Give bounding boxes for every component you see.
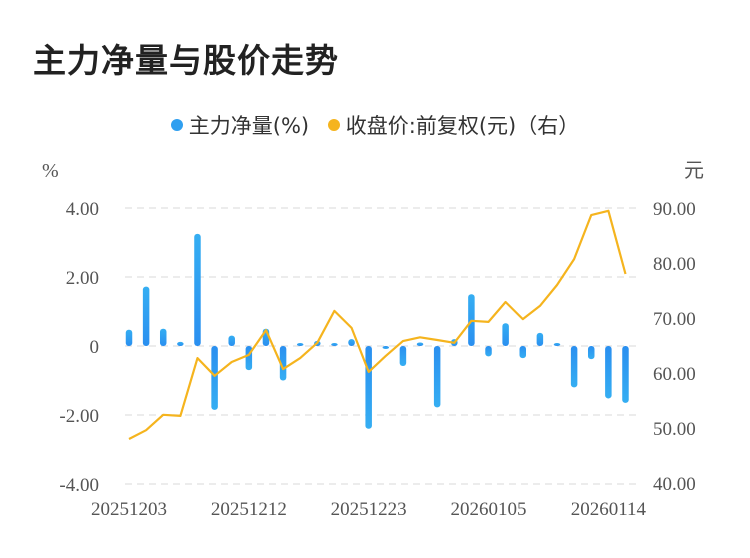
bar[interactable]	[433, 346, 441, 408]
x-tick-label: 20251223	[331, 499, 407, 520]
right-tick-label: 80.00	[653, 254, 696, 275]
bar[interactable]	[194, 233, 201, 346]
bar[interactable]	[228, 335, 235, 346]
bar[interactable]	[416, 342, 424, 346]
left-tick-label: 2.00	[66, 268, 99, 289]
net-volume-bars	[125, 233, 629, 429]
bar[interactable]	[331, 343, 338, 346]
bar[interactable]	[382, 346, 390, 349]
x-tick-label: 20251203	[91, 499, 167, 520]
right-tick-label: 90.00	[653, 199, 696, 220]
x-axis: 20251203 20251212 20251223 20260105 20260114	[91, 499, 647, 520]
right-tick-label: 60.00	[653, 364, 696, 385]
bar[interactable]	[536, 332, 544, 346]
bar[interactable]	[159, 328, 167, 346]
right-tick-label: 40.00	[653, 474, 696, 495]
left-tick-label: -4.00	[59, 475, 99, 496]
bar[interactable]	[485, 346, 492, 357]
bar[interactable]	[125, 329, 133, 346]
bar[interactable]	[553, 343, 561, 346]
bar[interactable]	[211, 346, 218, 410]
left-y-axis: % 4.00 2.00 0 -2.00 -4.00	[42, 160, 99, 496]
left-axis-unit: %	[42, 160, 59, 182]
right-tick-label: 70.00	[653, 309, 696, 330]
bar[interactable]	[399, 346, 407, 367]
legend-dot-blue-icon	[170, 119, 183, 131]
bar[interactable]	[570, 346, 578, 388]
legend-item-close-price[interactable]: 收盘价:前复权(元)（右）	[327, 110, 580, 140]
legend: 主力净量(%) 收盘价:前复权(元)（右）	[0, 110, 750, 140]
bar[interactable]	[245, 346, 253, 371]
x-tick-label: 20260114	[571, 499, 647, 520]
legend-label: 主力净量(%)	[188, 114, 310, 138]
right-y-axis: 元 90.00 80.00 70.00 60.00 50.00 40.00	[653, 160, 704, 495]
right-tick-label: 50.00	[653, 419, 696, 440]
bar[interactable]	[365, 346, 372, 429]
bar[interactable]	[348, 339, 355, 346]
left-tick-label: -2.00	[59, 406, 99, 427]
legend-item-net-volume[interactable]: 主力净量(%)	[170, 110, 310, 140]
right-axis-unit: 元	[684, 160, 704, 182]
bar[interactable]	[587, 346, 595, 360]
x-tick-label: 20260105	[451, 499, 527, 520]
bar[interactable]	[519, 346, 527, 359]
left-tick-label: 4.00	[66, 199, 99, 220]
chart-title: 主力净量与股价走势	[33, 41, 339, 80]
bar[interactable]	[622, 346, 629, 403]
bar[interactable]	[502, 323, 509, 346]
left-tick-label: 0	[90, 337, 100, 358]
bar[interactable]	[605, 346, 612, 399]
legend-label: 收盘价:前复权(元)（右）	[345, 114, 580, 138]
bar[interactable]	[296, 343, 304, 346]
bar[interactable]	[279, 346, 287, 381]
gridlines	[125, 207, 640, 485]
close-price-line	[128, 209, 627, 440]
bar[interactable]	[177, 341, 184, 346]
bar[interactable]	[142, 286, 150, 346]
x-tick-label: 20251212	[211, 499, 287, 520]
legend-dot-orange-icon	[327, 119, 340, 131]
